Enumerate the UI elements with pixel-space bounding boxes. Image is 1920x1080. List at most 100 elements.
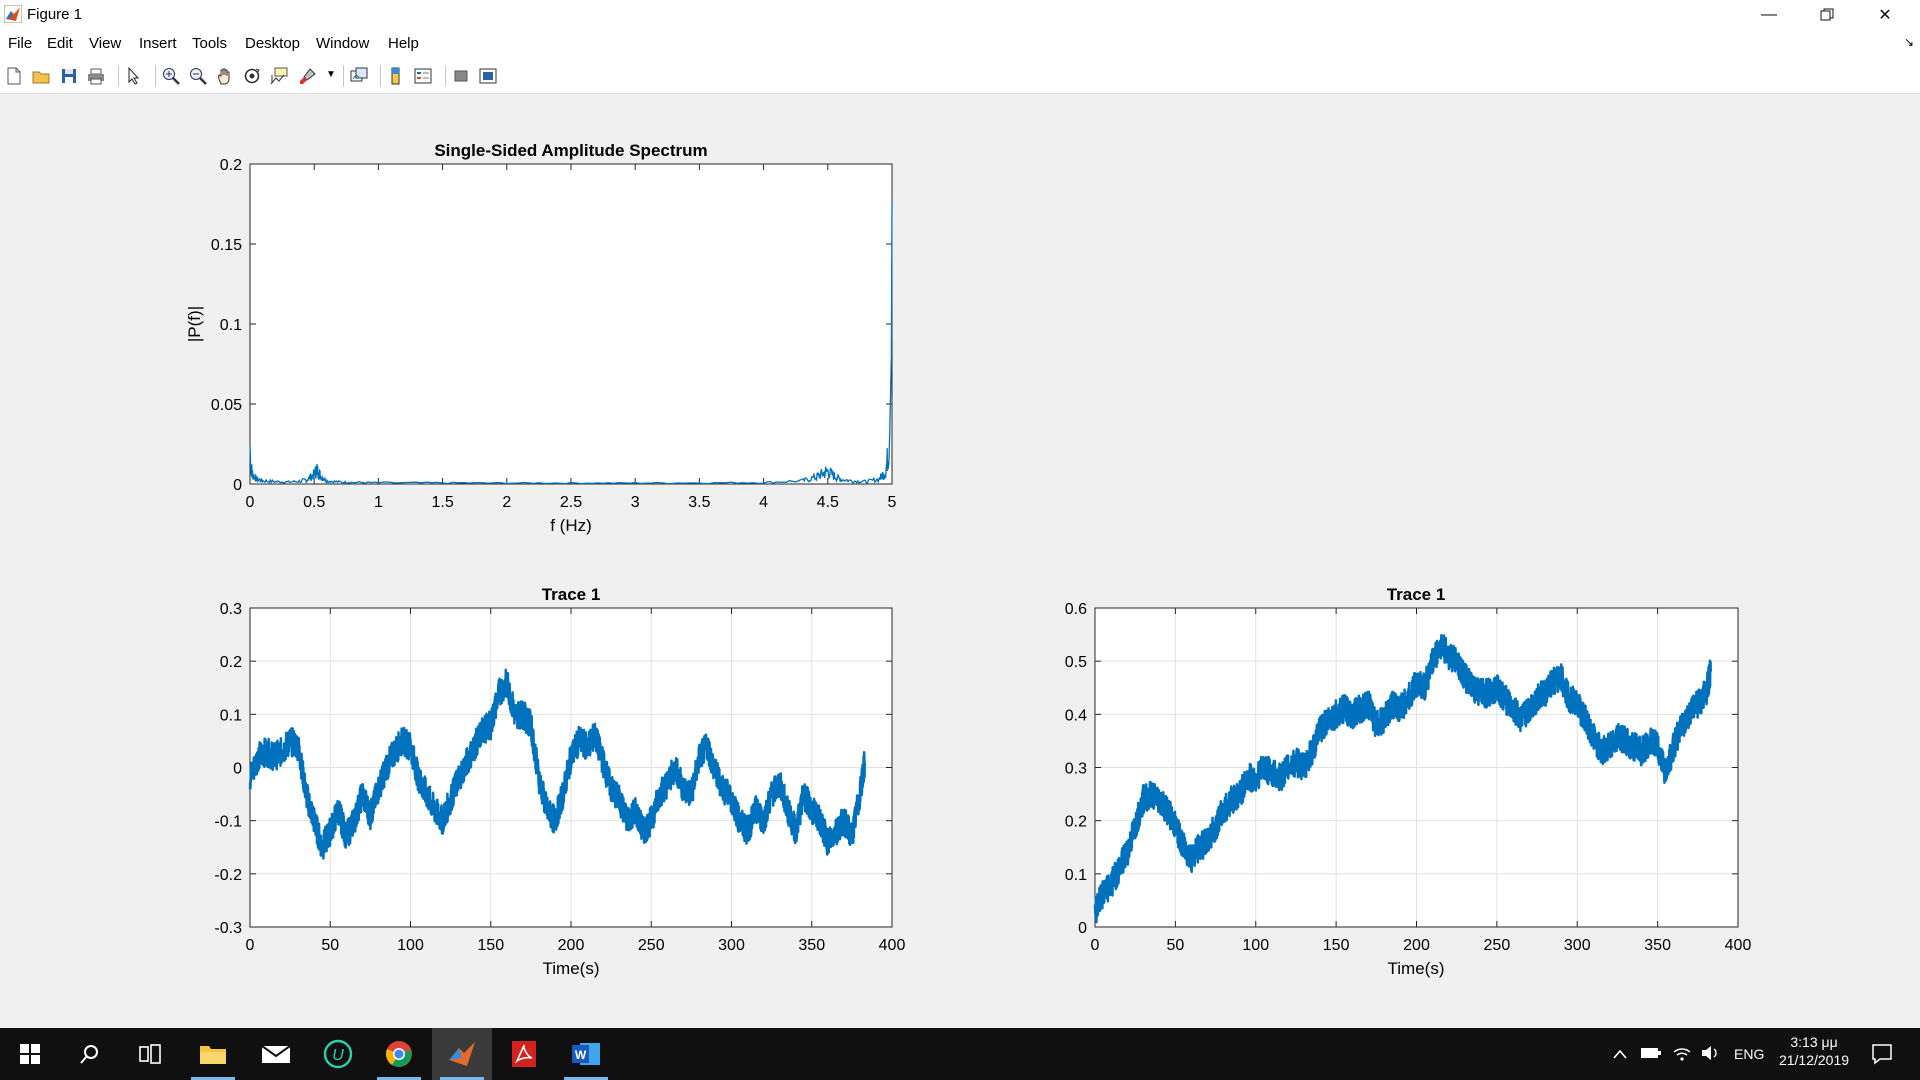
dock-figure-icon[interactable]: ↘ [1903,35,1914,49]
figure-canvas: 0 0.5 1 1.5 2 2.5 3 3.5 4 4.5 5 0 0.05 0.1 0.15 0.2 Sin… [0,94,1920,1028]
search-button[interactable] [60,1028,120,1080]
axes-trace-left[interactable]: 0 50 100 150 200 250 300 350 400 -0.3 -0.2 -0.1 0 0.1… [214,585,905,978]
close-icon: ✕ [1878,6,1892,24]
x-tick-label: 200 [1403,937,1430,954]
mail-icon [261,1045,291,1063]
clock[interactable]: 3:13 μμ 21/12/2019 [1764,1034,1864,1068]
show-plot-tools-icon[interactable] [478,66,498,86]
new-figure-icon[interactable] [4,66,24,86]
taskbar-app-u[interactable]: U [308,1028,368,1080]
y-tick-label: -0.1 [214,814,242,831]
zoom-in-icon[interactable] [161,66,181,86]
svg-text:U: U [332,1047,344,1064]
axes-spectrum-box [249,163,893,485]
menu-view[interactable]: View [89,35,122,52]
svg-text:W: W [575,1048,587,1062]
axes-trace-left-ticks: 0 50 100 150 200 250 300 350 400 -0.3 -0.2 -0.1 0 0.1… [214,601,905,954]
x-tick-label: 300 [718,937,745,954]
taskbar-matlab[interactable] [432,1028,492,1080]
task-view-button[interactable] [120,1028,180,1080]
axes-spectrum[interactable]: 0 0.5 1 1.5 2 2.5 3 3.5 4 4.5 5 0 0.05 0.1 0.15 0.2 Sin… [185,141,897,535]
x-tick-label: 100 [397,937,424,954]
x-tick-label: 2 [502,494,511,511]
x-tick-label: 3 [631,494,640,511]
x-tick-label: 350 [798,937,825,954]
trace-left-title: Trace 1 [542,585,601,604]
rotate-3d-icon[interactable] [242,66,262,86]
y-tick-label: 0.15 [211,237,242,254]
menu-help[interactable]: Help [388,35,419,52]
axes-trace-right[interactable]: 0 50 100 150 200 250 300 350 400 0 0.1 0.2 0.3 0.4 0.5… [1065,585,1752,978]
wifi-icon[interactable] [1672,1044,1692,1062]
y-tick-label: 0 [1078,920,1087,937]
menu-tools[interactable]: Tools [192,35,228,52]
zoom-out-icon[interactable] [188,66,208,86]
pan-icon[interactable] [215,66,235,86]
running-indicator [564,1077,608,1080]
taskbar-word[interactable]: W [556,1028,616,1080]
menu-file[interactable]: File [8,35,33,52]
y-tick-label: 0.5 [1065,654,1087,671]
axes-trace-right-grid [1095,608,1738,927]
insert-colorbar-icon[interactable] [386,66,406,86]
language-indicator[interactable]: ENG [1734,1046,1765,1062]
y-tick-label: 0.2 [220,157,242,174]
trace-left-series-line [248,668,866,860]
menu-edit[interactable]: Edit [47,35,73,52]
show-hidden-icons-icon[interactable] [1612,1048,1628,1060]
menu-desktop[interactable]: Desktop [245,35,301,52]
figure-plots: 0 0.5 1 1.5 2 2.5 3 3.5 4 4.5 500.050.10.150.2 Sin… [185,141,1752,978]
link-plot-icon[interactable] [349,66,369,86]
figure-toolbar: ▼ [0,57,1920,94]
search-icon [80,1045,98,1064]
data-cursor-icon[interactable] [269,66,289,86]
spectrum-ylabel: |P(f)| [185,306,204,342]
edit-plot-icon[interactable] [124,66,144,86]
close-button[interactable]: ✕ [1856,0,1914,29]
taskbar-chrome[interactable] [369,1028,429,1080]
x-tick-label: 250 [638,937,665,954]
y-tick-label: 0.2 [1065,814,1087,831]
brush-icon[interactable] [298,66,318,86]
hide-plot-tools-icon[interactable] [451,66,471,86]
clock-time: 3:13 μμ [1790,1034,1838,1050]
minimize-button[interactable]: — [1740,0,1798,29]
clock-date: 21/12/2019 [1778,1052,1850,1068]
x-tick-label: 0 [246,937,255,954]
taskbar-mail[interactable] [246,1028,306,1080]
y-tick-label: -0.2 [214,867,242,884]
restore-icon [1820,8,1834,20]
menu-window[interactable]: Window [316,35,370,52]
y-tick-label: 0.1 [220,707,242,724]
x-tick-label: 1 [374,494,383,511]
x-tick-label: 2.5 [560,494,582,511]
volume-icon[interactable] [1700,1044,1720,1062]
x-tick-label: 50 [321,937,339,954]
chrome-icon [385,1041,412,1067]
save-icon[interactable] [59,66,79,86]
brush-dropdown-icon[interactable]: ▼ [326,69,336,80]
axes-spectrum-ticks: 0 0.5 1 1.5 2 2.5 3 3.5 4 4.5 5 0 0.05 0.1 0.15 0.2 [211,157,897,511]
battery-icon[interactable] [1640,1046,1662,1060]
running-indicator [377,1077,421,1080]
y-tick-label: 0.3 [1065,761,1087,778]
x-tick-label: 5 [888,494,897,511]
restore-button[interactable] [1798,0,1856,29]
taskbar-file-explorer[interactable] [183,1028,243,1080]
window-title: Figure 1 [27,6,83,23]
x-tick-label: 400 [879,937,906,954]
menu-insert[interactable]: Insert [139,35,177,52]
file-explorer-icon [200,1046,226,1064]
notifications-icon[interactable] [1870,1042,1894,1066]
axes-trace-right-ticks: 0 50 100 150 200 250 300 350 400 0 0.1 0.2 0.3 0.4 0.5… [1065,601,1752,954]
print-icon[interactable] [86,66,106,86]
y-tick-label: 0.6 [1065,601,1087,618]
open-file-icon[interactable] [31,66,51,86]
y-tick-label: 0.3 [220,601,242,618]
x-tick-label: 150 [1323,937,1350,954]
trace-right-series-line [1093,633,1712,924]
start-button[interactable] [0,1028,60,1080]
taskbar-acrobat[interactable] [494,1028,554,1080]
x-tick-label: 0 [1091,937,1100,954]
insert-legend-icon[interactable] [413,66,433,86]
